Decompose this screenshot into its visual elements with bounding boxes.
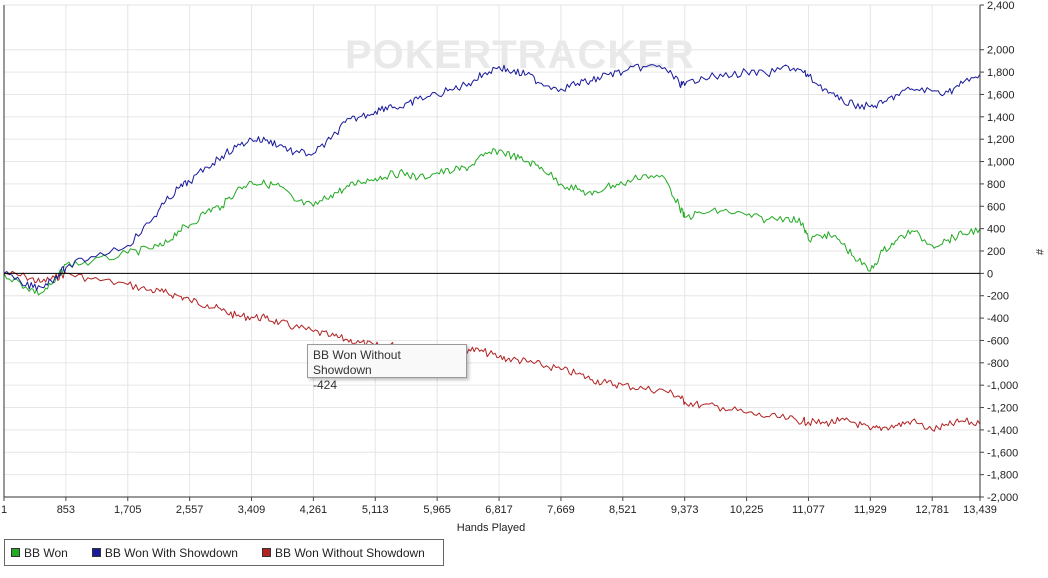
legend-item-2[interactable]: BB Won Without Showdown [261, 545, 425, 560]
x-tick-label: 11,929 [854, 504, 887, 516]
legend-item-1[interactable]: BB Won With Showdown [91, 545, 238, 560]
y-tick-label: 2,000 [987, 45, 1015, 57]
y-tick-label: -400 [987, 313, 1009, 325]
x-tick-label: 8,521 [609, 504, 637, 516]
legend-label: BB Won [24, 545, 68, 560]
x-tick-label: 12,781 [915, 504, 949, 516]
y-tick-label: -200 [987, 291, 1009, 303]
y-tick-label: 800 [987, 179, 1005, 191]
legend-swatch [261, 548, 271, 557]
y-tick-label: -1,400 [987, 425, 1018, 437]
y-tick-label: -2,000 [987, 492, 1018, 504]
series-line-1 [3, 63, 981, 291]
x-tick-label: 10,225 [730, 504, 764, 516]
y-tick-label: 1,600 [987, 89, 1015, 101]
tooltip-label: BB Won Without Showdown [313, 348, 401, 377]
y-tick-label: 1,200 [987, 134, 1015, 146]
y-tick-label: 1,400 [987, 112, 1015, 124]
x-axis-ticks: 1 853 1,705 2,557 3,409 4,261 5,113 5,965 6,817 7… [1, 497, 997, 516]
x-tick-label: 13,439 [963, 504, 997, 516]
y-tick-label: -1,200 [987, 403, 1018, 415]
legend-swatch [91, 548, 101, 557]
y-tick-label: 1,800 [987, 67, 1015, 79]
y-tick-label: -1,000 [987, 380, 1018, 392]
y-tick-label: 1,000 [987, 157, 1015, 169]
x-tick-label: 853 [57, 504, 75, 516]
y-tick-label: 200 [987, 246, 1005, 258]
y-tick-label: 600 [987, 201, 1005, 213]
y-axis-title: # [1033, 249, 1045, 256]
legend-label: BB Won With Showdown [104, 545, 238, 560]
x-tick-label: 5,113 [362, 504, 389, 516]
x-tick-label: 7,669 [547, 504, 575, 516]
axes [3, 5, 981, 498]
y-tick-label: 2,400 [987, 0, 1015, 12]
series-line-2 [3, 270, 981, 432]
x-tick-label: 6,817 [485, 504, 513, 516]
y-axis-ticks: 2,400 2,000 1,800 1,600 1,400 1,200 1,000 800 60… [980, 0, 1018, 504]
x-tick-label: 11,077 [792, 504, 825, 516]
y-tick-label: -1,600 [987, 447, 1018, 459]
y-tick-label: -1,800 [987, 470, 1018, 482]
hover-tooltip: BB Won Without Showdown -424 [307, 344, 467, 392]
y-tick-label: -800 [987, 358, 1009, 370]
legend-swatch [11, 548, 20, 557]
x-tick-label: 2,557 [176, 504, 204, 516]
legend-label: BB Won Without Showdown [274, 545, 425, 560]
watermark-logo: POKERTRACKER [345, 33, 695, 77]
chart-area: POKERTRACKER 1 853 1,705 2,557 3,409 4,261 5,1… [1, 0, 1045, 534]
legend-item-0[interactable]: BB Won [11, 546, 68, 560]
y-tick-label: 0 [987, 268, 993, 280]
series-lines [3, 63, 981, 432]
x-tick-label: 1,705 [114, 504, 142, 516]
tooltip-value: -424 [313, 378, 338, 392]
x-axis-title: Hands Played [457, 522, 526, 534]
x-tick-label: 5,965 [423, 504, 451, 516]
x-tick-label: 9,373 [671, 504, 699, 516]
x-tick-label: 1 [1, 504, 7, 516]
y-tick-label: 400 [987, 224, 1005, 236]
series-line-0 [3, 148, 981, 296]
y-tick-label: -600 [987, 335, 1009, 347]
legend: BB Won BB Won With Showdown BB Won Without… [4, 539, 444, 566]
x-tick-label: 3,409 [238, 504, 266, 516]
x-tick-label: 4,261 [300, 504, 328, 516]
